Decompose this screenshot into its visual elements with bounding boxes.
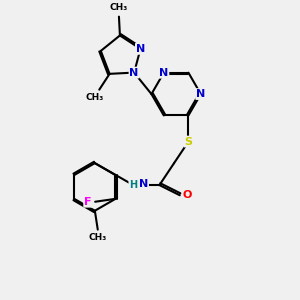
Text: N: N: [196, 89, 206, 99]
Text: F: F: [84, 197, 92, 207]
Text: CH₃: CH₃: [88, 233, 107, 242]
Text: S: S: [184, 136, 193, 146]
Text: N: N: [139, 178, 148, 189]
Text: CH₃: CH₃: [109, 3, 128, 12]
Text: N: N: [159, 68, 168, 78]
Text: N: N: [136, 44, 145, 54]
Text: O: O: [182, 190, 192, 200]
Text: N: N: [130, 68, 139, 78]
Text: CH₃: CH₃: [85, 93, 103, 102]
Text: H: H: [129, 180, 137, 190]
